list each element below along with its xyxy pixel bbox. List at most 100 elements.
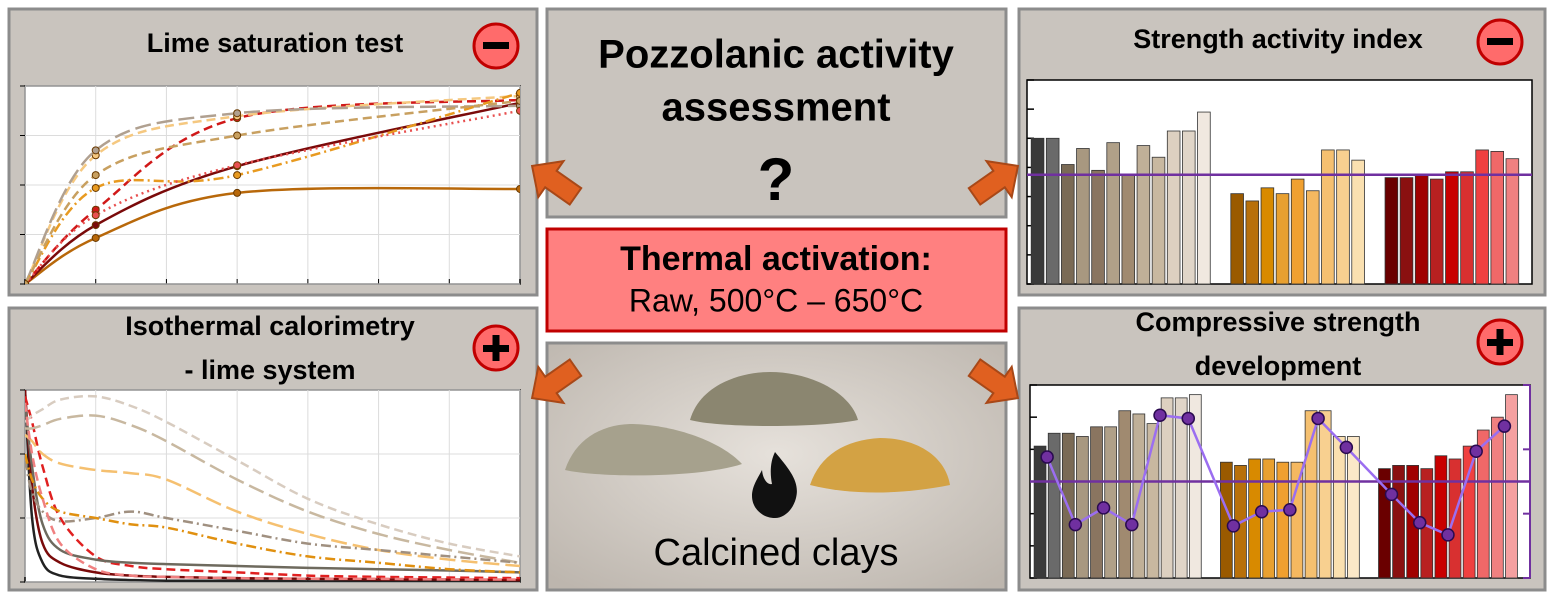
panel-title: Strength activity index	[1133, 24, 1423, 54]
bar	[1491, 416, 1504, 579]
bar	[1146, 423, 1160, 579]
marker	[233, 109, 242, 118]
marker	[1311, 411, 1325, 426]
marker	[1226, 519, 1241, 533]
bar	[1276, 461, 1290, 579]
activation-text: Raw, 500°C – 650°C	[629, 282, 923, 318]
marker	[1441, 528, 1455, 542]
marker	[25, 280, 29, 284]
plus-icon	[1476, 318, 1524, 366]
clay-photo	[565, 372, 950, 518]
marker	[91, 221, 100, 230]
bar	[1197, 111, 1211, 285]
marker	[516, 88, 520, 97]
bar	[1118, 410, 1132, 579]
series-line	[1045, 413, 1506, 537]
bar	[1414, 174, 1429, 285]
bar	[1076, 436, 1089, 579]
bar	[1061, 164, 1075, 285]
center-title: assessment	[661, 86, 890, 130]
question-mark: ?	[758, 146, 795, 213]
marker	[516, 106, 520, 115]
series-line	[25, 99, 520, 284]
marker	[91, 171, 100, 180]
bar	[1030, 137, 1045, 285]
panel-title: - lime system	[184, 355, 355, 385]
marker	[516, 96, 520, 105]
series-line	[25, 402, 520, 574]
marker	[1412, 515, 1427, 530]
bar	[1230, 193, 1244, 285]
marker	[1339, 440, 1354, 455]
series-group	[25, 390, 520, 582]
series-line	[25, 109, 520, 284]
bar	[1378, 468, 1391, 579]
marker	[1096, 501, 1111, 515]
marker	[1125, 517, 1139, 532]
marker	[91, 183, 100, 192]
marker	[1181, 411, 1196, 426]
bar	[1384, 177, 1399, 285]
arrow	[530, 159, 583, 206]
arrow	[530, 358, 583, 405]
clay-pile	[565, 424, 742, 476]
bar	[1166, 130, 1181, 285]
bar	[1445, 171, 1459, 285]
icon-bar	[1496, 329, 1504, 355]
marker	[233, 171, 242, 180]
bar	[1188, 394, 1202, 579]
bar	[1151, 156, 1166, 285]
bar	[1490, 150, 1504, 285]
bar	[1033, 445, 1047, 579]
bar	[1290, 461, 1304, 579]
bar	[1336, 149, 1350, 285]
icon-bar	[1487, 38, 1513, 45]
activation-box	[545, 227, 1008, 333]
marker	[516, 184, 520, 193]
bar	[1106, 142, 1120, 285]
panel-title: Lime saturation test	[147, 28, 404, 58]
arrow	[967, 358, 1020, 405]
panel-title: development	[1195, 351, 1362, 381]
series-line	[25, 414, 520, 565]
series-line	[25, 394, 520, 558]
bar	[1245, 200, 1260, 285]
bar	[1306, 190, 1320, 285]
bar	[1318, 410, 1332, 579]
bar	[1304, 410, 1318, 579]
center-box	[545, 7, 1008, 219]
bar	[1160, 397, 1174, 579]
series-line	[25, 402, 520, 581]
bar	[1047, 432, 1061, 579]
plot-area	[24, 389, 521, 583]
bar	[1476, 429, 1490, 579]
bar	[1290, 178, 1305, 285]
bar	[1136, 145, 1151, 285]
clay-pile	[810, 438, 950, 493]
arrow	[967, 159, 1020, 206]
marker	[233, 161, 242, 170]
series-line	[25, 186, 520, 284]
bar	[1332, 436, 1346, 579]
marker	[1153, 408, 1167, 422]
bar	[1462, 445, 1476, 579]
bar	[1091, 169, 1105, 285]
marker	[1068, 517, 1083, 532]
bar	[1275, 193, 1290, 285]
bar	[1262, 458, 1276, 579]
bar	[1347, 436, 1360, 579]
bar	[1351, 159, 1365, 285]
panel-title: Isothermal calorimetry	[125, 311, 415, 341]
bar	[1174, 397, 1188, 579]
series-group	[25, 88, 520, 284]
line-chart	[20, 389, 521, 583]
bar	[1430, 178, 1444, 285]
series-line	[25, 91, 520, 284]
bar	[1448, 458, 1462, 579]
icon-bar	[483, 42, 509, 49]
bar	[1260, 187, 1275, 285]
series-line	[25, 390, 520, 582]
plus-icon	[472, 324, 520, 372]
series-line	[25, 104, 520, 284]
